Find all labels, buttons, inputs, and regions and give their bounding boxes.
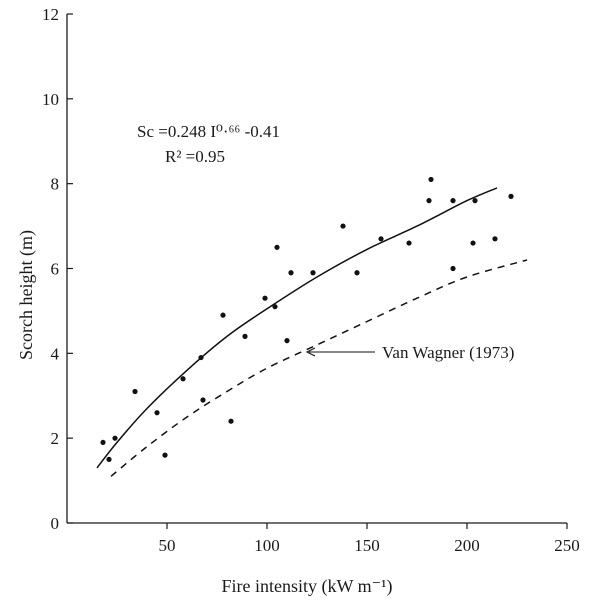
- data-point: [492, 236, 498, 242]
- data-point: [310, 270, 316, 276]
- data-point: [242, 333, 248, 339]
- tick-marks: 0 2 4 6 8 10 12 50 100 150 200 250: [42, 5, 580, 555]
- reference-curve-van-wagner: [110, 259, 528, 477]
- y-tick-label: 0: [51, 514, 60, 533]
- x-tick-label: 250: [554, 536, 580, 555]
- data-point: [470, 240, 476, 246]
- equation-label: Sc =0.248 I⁰·⁶⁶ -0.41: [137, 122, 280, 141]
- data-point: [180, 376, 186, 382]
- axes: [66, 14, 567, 524]
- data-point: [426, 198, 432, 204]
- y-tick-label: 8: [51, 175, 60, 194]
- data-point: [272, 304, 278, 310]
- data-point: [288, 270, 294, 276]
- data-point: [450, 265, 456, 272]
- y-tick-label: 10: [42, 90, 59, 109]
- data-point: [284, 338, 290, 344]
- data-points: [100, 176, 514, 462]
- data-point: [106, 456, 112, 462]
- data-point: [508, 193, 514, 199]
- data-point: [198, 354, 204, 361]
- fit-curve-layer: [96, 187, 498, 469]
- y-tick-label: 6: [51, 260, 60, 279]
- data-point: [112, 435, 118, 441]
- x-tick-label: 50: [159, 536, 176, 555]
- data-point: [274, 244, 280, 250]
- x-axis-title: Fire intensity (kW m⁻¹): [221, 576, 392, 597]
- y-tick-label: 12: [42, 5, 59, 24]
- data-point: [450, 198, 456, 204]
- data-point: [100, 439, 106, 446]
- reference-curve-layer: [110, 259, 528, 477]
- x-tick-label: 100: [254, 536, 280, 555]
- reference-curve-label: Van Wagner (1973): [382, 343, 514, 362]
- y-axis-title: Scorch height (m): [16, 230, 37, 360]
- fitted-curve: [96, 187, 498, 469]
- data-point: [162, 452, 168, 458]
- reference-pointer-arrowhead: [305, 347, 316, 357]
- data-point: [132, 388, 138, 395]
- y-tick-label: 2: [51, 429, 60, 448]
- data-point: [406, 240, 412, 246]
- data-point: [428, 176, 434, 183]
- data-point: [472, 198, 478, 204]
- y-tick-label: 4: [51, 344, 60, 363]
- r-squared-label: R² =0.95: [165, 147, 225, 166]
- x-tick-label: 150: [354, 536, 380, 555]
- x-tick-label: 200: [454, 536, 480, 555]
- data-point: [262, 295, 268, 301]
- data-point: [378, 236, 384, 242]
- data-point: [220, 312, 226, 318]
- data-point: [228, 418, 234, 424]
- data-point: [340, 223, 346, 229]
- data-point: [200, 397, 206, 403]
- data-point: [154, 410, 160, 416]
- data-point: [354, 270, 360, 276]
